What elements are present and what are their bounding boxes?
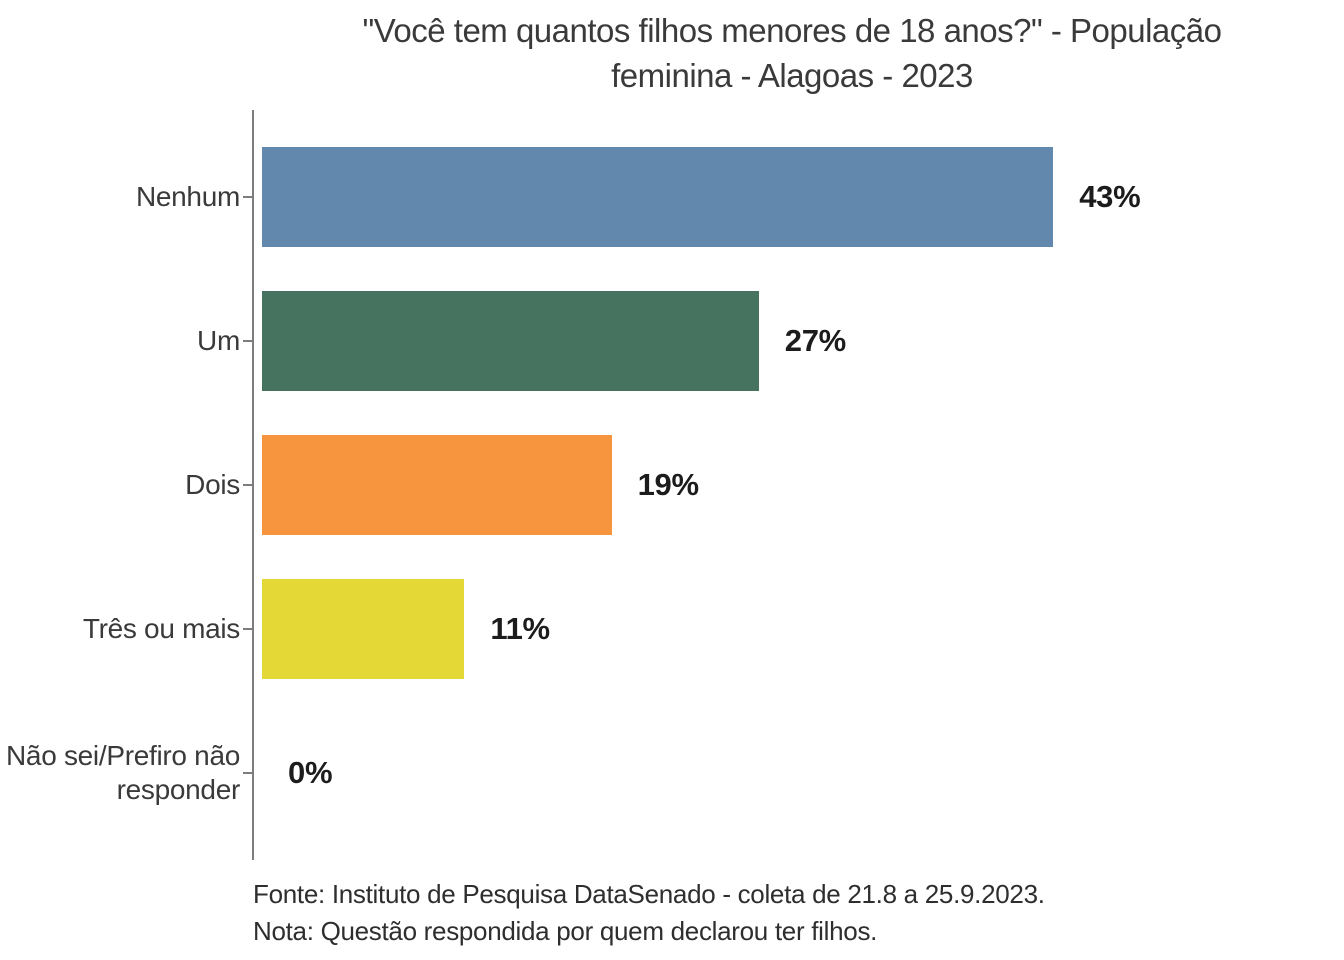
category-label: Não sei/Prefiro não responder — [6, 740, 240, 805]
chart-footer: Fonte: Instituto de Pesquisa DataSenado … — [253, 876, 1045, 950]
value-label: 27% — [784, 323, 846, 358]
chart-title-line-1: "Você tem quantos filhos menores de 18 a… — [362, 12, 1223, 49]
value-label: 0% — [288, 755, 333, 790]
category-label: Nenhum — [135, 181, 240, 212]
chart-title: "Você tem quantos filhos menores de 18 a… — [252, 8, 1332, 98]
chart-title-line-2: feminina - Alagoas - 2023 — [611, 57, 973, 94]
axis-tick — [243, 628, 252, 630]
bar — [262, 435, 612, 535]
axis-tick — [243, 484, 252, 486]
category-label: Dois — [185, 469, 240, 500]
category-label: Um — [197, 325, 240, 356]
value-label: 11% — [490, 611, 550, 646]
value-label: 19% — [637, 467, 699, 502]
axis-tick — [243, 196, 252, 198]
bar — [262, 291, 759, 391]
source-note: Fonte: Instituto de Pesquisa DataSenado … — [253, 879, 1045, 909]
category-label: Três ou mais — [82, 613, 240, 644]
axis-tick — [243, 772, 252, 774]
bar — [262, 579, 465, 679]
methodology-note: Nota: Questão respondida por quem declar… — [253, 916, 878, 946]
bar — [262, 147, 1054, 247]
axis-tick — [243, 340, 252, 342]
value-label: 43% — [1079, 179, 1141, 214]
y-axis-line — [252, 110, 254, 860]
